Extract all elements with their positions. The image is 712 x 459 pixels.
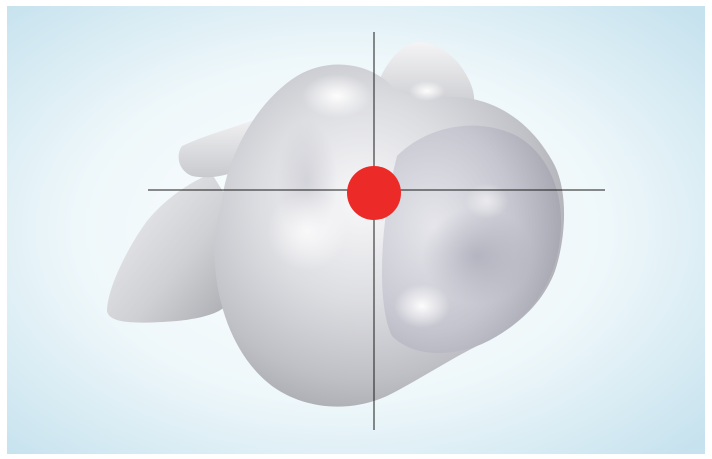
mesh-left-lobe (107, 174, 232, 323)
3d-mesh-model[interactable] (107, 41, 565, 407)
red-dot-marker-icon[interactable] (347, 166, 401, 220)
mesh-highlight (394, 284, 450, 328)
mesh-shading (422, 208, 532, 304)
mesh-highlight (302, 74, 372, 118)
viewport-canvas (7, 6, 705, 454)
mesh-highlight (409, 81, 445, 101)
mesh-highlight (465, 183, 509, 219)
3d-viewport[interactable] (7, 6, 705, 454)
mesh-highlight (267, 191, 347, 271)
